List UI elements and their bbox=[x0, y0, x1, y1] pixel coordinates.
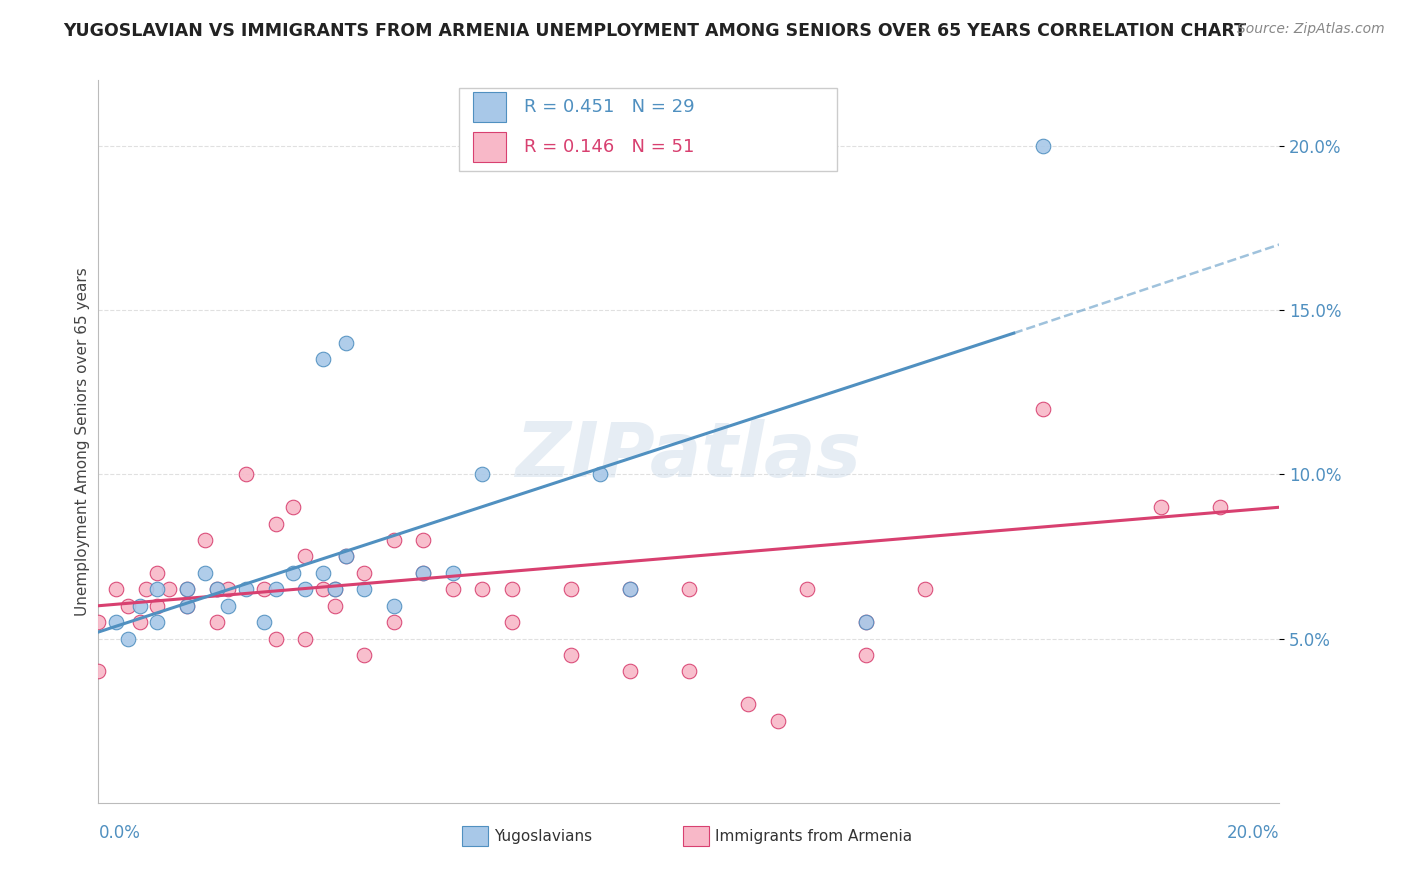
Point bbox=[855, 648, 877, 662]
Point bbox=[353, 566, 375, 580]
Point bbox=[441, 566, 464, 580]
Text: Source: ZipAtlas.com: Source: ZipAtlas.com bbox=[1237, 22, 1385, 37]
Text: Yugoslavians: Yugoslavians bbox=[494, 829, 592, 844]
Point bbox=[501, 582, 523, 597]
Bar bbox=[472, 132, 506, 162]
Point bbox=[205, 582, 228, 597]
Point bbox=[796, 582, 818, 597]
Point bbox=[176, 582, 198, 597]
Point bbox=[157, 582, 180, 597]
Point bbox=[914, 582, 936, 597]
Point bbox=[619, 582, 641, 597]
Bar bbox=[463, 826, 488, 847]
Text: 20.0%: 20.0% bbox=[1227, 824, 1279, 842]
Text: Immigrants from Armenia: Immigrants from Armenia bbox=[714, 829, 912, 844]
Point bbox=[128, 615, 150, 630]
Point bbox=[678, 582, 700, 597]
Text: R = 0.451   N = 29: R = 0.451 N = 29 bbox=[523, 98, 695, 116]
Point bbox=[176, 599, 198, 613]
Point bbox=[294, 549, 316, 564]
Text: YUGOSLAVIAN VS IMMIGRANTS FROM ARMENIA UNEMPLOYMENT AMONG SENIORS OVER 65 YEARS : YUGOSLAVIAN VS IMMIGRANTS FROM ARMENIA U… bbox=[63, 22, 1246, 40]
Point bbox=[176, 582, 198, 597]
Point bbox=[128, 599, 150, 613]
Point bbox=[678, 665, 700, 679]
Point bbox=[217, 599, 239, 613]
FancyBboxPatch shape bbox=[458, 87, 837, 170]
Point bbox=[1032, 139, 1054, 153]
Point bbox=[117, 632, 139, 646]
Text: 0.0%: 0.0% bbox=[98, 824, 141, 842]
Point bbox=[176, 599, 198, 613]
Point bbox=[323, 582, 346, 597]
Point bbox=[87, 665, 110, 679]
Point bbox=[146, 599, 169, 613]
Point bbox=[217, 582, 239, 597]
Point bbox=[619, 582, 641, 597]
Point bbox=[312, 566, 335, 580]
Point bbox=[205, 582, 228, 597]
Text: R = 0.146   N = 51: R = 0.146 N = 51 bbox=[523, 138, 695, 156]
Point bbox=[335, 549, 357, 564]
Point bbox=[382, 615, 405, 630]
Point bbox=[619, 665, 641, 679]
Point bbox=[353, 582, 375, 597]
Point bbox=[501, 615, 523, 630]
Text: ZIPatlas: ZIPatlas bbox=[516, 419, 862, 493]
Point bbox=[87, 615, 110, 630]
Point bbox=[312, 352, 335, 367]
Point bbox=[294, 582, 316, 597]
Point bbox=[412, 566, 434, 580]
Point bbox=[1209, 500, 1232, 515]
Point bbox=[382, 599, 405, 613]
Point bbox=[264, 582, 287, 597]
Point bbox=[146, 615, 169, 630]
Point bbox=[737, 698, 759, 712]
Point bbox=[441, 582, 464, 597]
Point bbox=[335, 336, 357, 351]
Point bbox=[323, 582, 346, 597]
Point bbox=[117, 599, 139, 613]
Point bbox=[471, 467, 494, 482]
Point bbox=[589, 467, 612, 482]
Point bbox=[560, 648, 582, 662]
Point bbox=[253, 582, 276, 597]
Point bbox=[312, 582, 335, 597]
Point bbox=[855, 615, 877, 630]
Point bbox=[353, 648, 375, 662]
Point bbox=[283, 566, 305, 580]
Point bbox=[194, 533, 217, 547]
Point bbox=[264, 632, 287, 646]
Point bbox=[264, 516, 287, 531]
Bar bbox=[472, 92, 506, 122]
Point bbox=[1032, 401, 1054, 416]
Point bbox=[560, 582, 582, 597]
Point bbox=[382, 533, 405, 547]
Point bbox=[146, 566, 169, 580]
Point bbox=[194, 566, 217, 580]
Point bbox=[105, 582, 128, 597]
Point bbox=[1150, 500, 1173, 515]
Point bbox=[855, 615, 877, 630]
Point bbox=[294, 632, 316, 646]
Point bbox=[412, 566, 434, 580]
Point bbox=[335, 549, 357, 564]
Point bbox=[205, 615, 228, 630]
Point bbox=[146, 582, 169, 597]
Point bbox=[323, 599, 346, 613]
Point bbox=[471, 582, 494, 597]
Y-axis label: Unemployment Among Seniors over 65 years: Unemployment Among Seniors over 65 years bbox=[75, 268, 90, 615]
Point bbox=[412, 533, 434, 547]
Bar bbox=[683, 826, 709, 847]
Point bbox=[135, 582, 157, 597]
Point bbox=[105, 615, 128, 630]
Point bbox=[766, 714, 789, 728]
Point bbox=[253, 615, 276, 630]
Point bbox=[235, 582, 257, 597]
Point bbox=[283, 500, 305, 515]
Point bbox=[235, 467, 257, 482]
